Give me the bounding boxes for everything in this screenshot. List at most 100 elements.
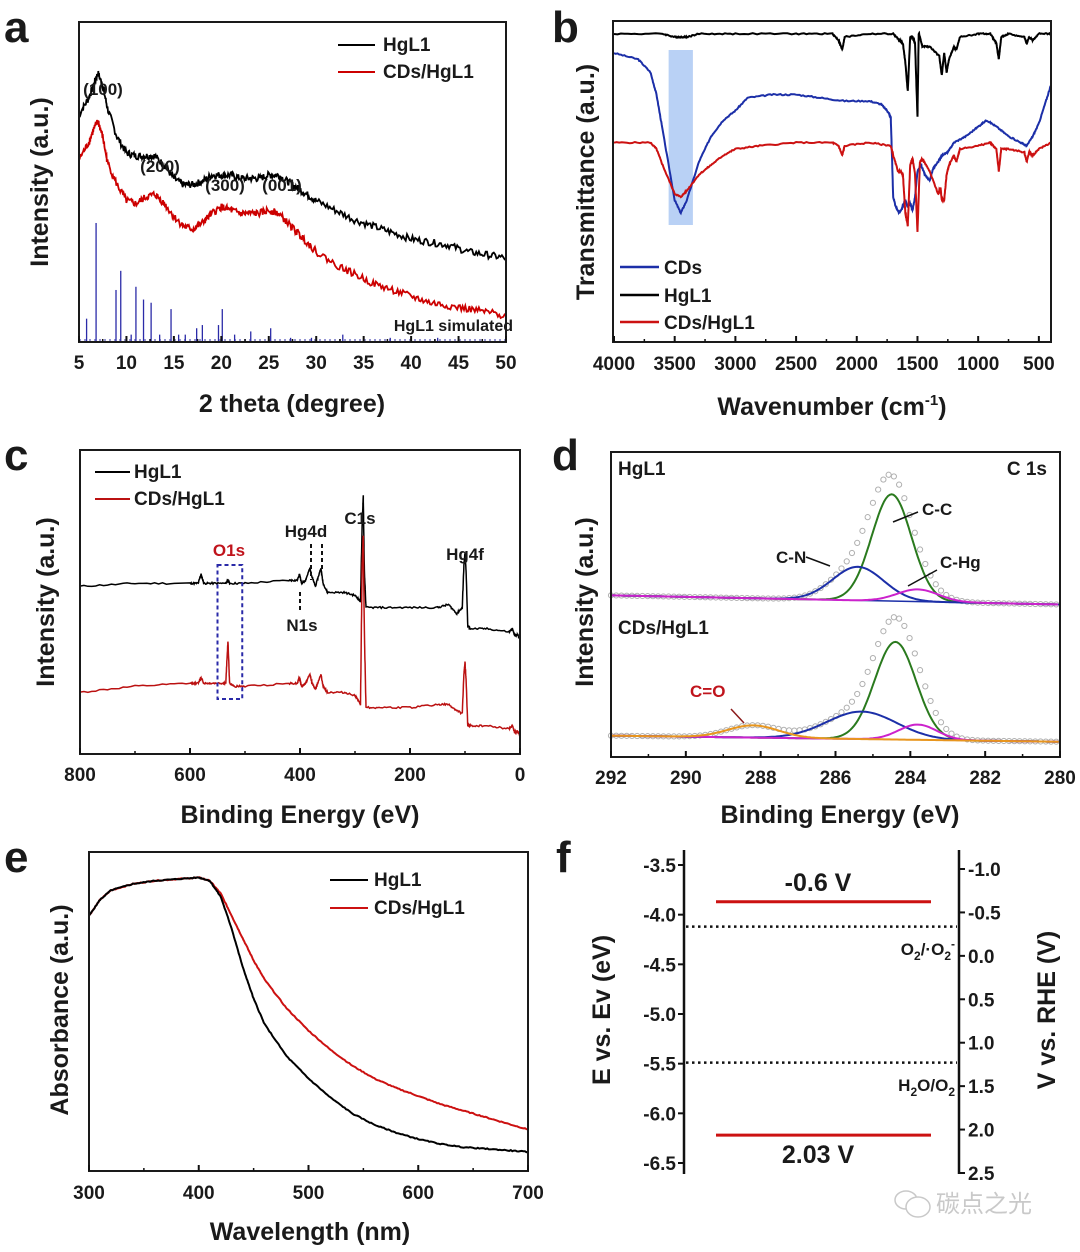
annotation-c-n: C-N — [776, 548, 806, 567]
raw-data-point — [885, 471, 892, 478]
annotation-c1s: C1s — [344, 509, 375, 528]
legend-label-cds-hgl1: CDs/HgL1 — [664, 313, 755, 334]
panel-label-f: f — [556, 833, 571, 882]
x-tick-label: 20 — [211, 353, 232, 374]
raw-data-point — [880, 628, 887, 635]
legend-a: HgL1 CDs/HgL1 — [338, 35, 474, 83]
legend-label-hgl1: HgL1 — [374, 870, 422, 891]
raw-data-point — [843, 558, 850, 565]
series-hgl1 — [88, 876, 529, 1154]
raw-data-point — [791, 727, 798, 734]
x-ticks-c: 800 600 400 200 0 — [64, 748, 525, 786]
legend-label-hgl1: HgL1 — [383, 35, 431, 56]
x-tick-label: 35 — [353, 353, 375, 374]
legend-b: CDs HgL1 CDs/HgL1 — [620, 258, 755, 334]
plot-area-a — [78, 70, 507, 341]
x-tick-label: 40 — [401, 353, 422, 374]
panel-label-d: d — [552, 431, 579, 480]
watermark: 碳点之光 — [894, 1190, 1032, 1218]
arrow-c-hg — [907, 569, 938, 587]
panel-f: f -3.5 -4.0 -4.5 -5.0 -5.5 -6.0 -6.5 -1.0 -0.5 0… — [556, 833, 1061, 1185]
raw-data-point — [901, 495, 908, 502]
x-tick-label: 50 — [495, 353, 516, 374]
right-tick-label: 1.0 — [968, 1034, 994, 1055]
x-tick-label: 500 — [1023, 354, 1055, 375]
x-tick-label: 2000 — [836, 354, 878, 375]
x-ticks-a: 5 10 15 20 25 30 35 40 45 50 — [74, 336, 517, 374]
plot-area-d — [607, 471, 1061, 745]
annotation-o1s: O1s — [213, 541, 245, 560]
x-tick-label: 282 — [969, 768, 1001, 789]
x-tick-label: 10 — [116, 353, 137, 374]
component-c-o — [610, 724, 1059, 743]
x-tick-label: 4000 — [593, 354, 635, 375]
series-cds-hgl1 — [78, 119, 507, 320]
x-tick-label: 800 — [64, 765, 96, 786]
arrow-c-o — [730, 708, 745, 724]
panel-label-e: e — [4, 833, 28, 882]
x-tick-label: 3000 — [714, 354, 756, 375]
legend-label-cds-hgl1: CDs/HgL1 — [383, 62, 474, 83]
chart-title-c1s: C 1s — [1007, 459, 1047, 480]
component-c-c — [611, 493, 1059, 606]
raw-data-point — [906, 634, 913, 642]
annotation-c-hg: C-Hg — [940, 553, 981, 572]
x-tick-label: 500 — [293, 1183, 325, 1204]
x-axis-label-a: 2 theta (degree) — [199, 390, 385, 418]
sample-label-cds-hgl1: CDs/HgL1 — [618, 618, 709, 639]
x-tick-label: 2500 — [775, 354, 817, 375]
panel-d: d 292 290 288 286 284 282 280 Binding Energy (… — [552, 431, 1076, 829]
annotation-200: (200) — [140, 157, 180, 176]
legend-label-cds-hgl1: CDs/HgL1 — [374, 898, 465, 919]
raw-data-point — [948, 730, 955, 737]
y-axis-label-e: Absorbance (a.u.) — [46, 904, 74, 1115]
x-ticks-e: 300 400 500 600 700 — [73, 1165, 544, 1204]
raw-data-point — [922, 683, 929, 690]
legend-label-cds: CDs — [664, 258, 702, 279]
raw-data-point — [859, 680, 866, 688]
annotations-a: (100) (200) (300) (001) HgL1 simulated — [83, 80, 513, 335]
x-tick-label: 280 — [1044, 768, 1076, 789]
legend-label-hgl1: HgL1 — [664, 286, 712, 307]
panel-b: b 4000 3500 3000 2500 2000 1500 1000 500 Wavenu… — [552, 3, 1055, 421]
left-ticks-f: -3.5 -4.0 -4.5 -5.0 -5.5 -6.0 -6.5 — [643, 856, 684, 1175]
left-tick-label: -6.5 — [643, 1154, 676, 1175]
raw-data-point — [922, 560, 929, 568]
x-axis-label-e: Wavelength (nm) — [210, 1218, 410, 1246]
raw-data-point — [937, 719, 945, 726]
raw-data-point — [927, 697, 934, 705]
raw-data-point — [848, 549, 856, 557]
left-tick-label: -5.5 — [643, 1055, 676, 1076]
x-tick-label: 284 — [894, 768, 926, 789]
watermark-text: 碳点之光 — [936, 1191, 1032, 1218]
x-tick-label: 700 — [512, 1183, 544, 1204]
x-tick-label: 300 — [73, 1183, 105, 1204]
frame-d — [610, 451, 1061, 758]
x-tick-label: 400 — [284, 765, 316, 786]
x-tick-label: 200 — [394, 765, 426, 786]
raw-data-point — [943, 725, 950, 733]
raw-data-point — [896, 481, 903, 488]
y-axis-label-c: Intensity (a.u.) — [32, 517, 60, 686]
annotation-c-o: C=O — [690, 682, 725, 701]
series-hgl1 — [79, 495, 521, 641]
raw-data-point — [911, 650, 918, 657]
raw-data-point — [932, 581, 939, 588]
x-tick-label: 1500 — [896, 354, 938, 375]
x-tick-label: 45 — [448, 353, 470, 374]
annotation-simulated: HgL1 simulated — [394, 318, 513, 335]
x-tick-label: 290 — [670, 768, 702, 789]
o1s-highlight-box — [216, 564, 244, 700]
x-axis-label-d: Binding Energy (eV) — [721, 801, 960, 829]
annotation-hg4f: Hg4f — [446, 545, 484, 564]
component-c-hg — [611, 588, 1059, 606]
x-tick-label: 15 — [163, 353, 185, 374]
right-ticks-f: -1.0 -0.5 0.0 0.5 1.0 1.5 2.0 2.5 — [959, 860, 1001, 1185]
left-tick-label: -4.0 — [643, 906, 676, 927]
raw-data-point — [937, 587, 945, 594]
right-tick-label: -1.0 — [968, 860, 1001, 881]
left-tick-label: -6.0 — [643, 1104, 676, 1125]
right-tick-label: 1.5 — [968, 1077, 995, 1098]
annotation-300: (300) — [205, 176, 245, 195]
annotations-c: O1s Hg4d C1s Hg4f N1s — [213, 509, 484, 635]
